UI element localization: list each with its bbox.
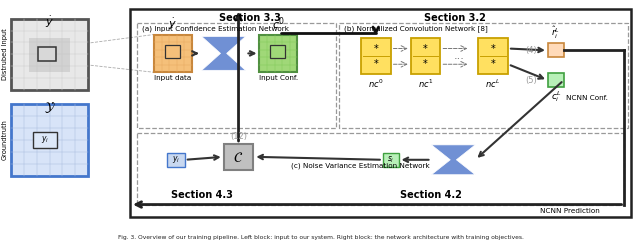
- Text: (12): (12): [230, 132, 247, 141]
- Text: $c^0$: $c^0$: [272, 15, 285, 31]
- Bar: [33, 132, 56, 148]
- Bar: [137, 23, 336, 128]
- Bar: [548, 73, 564, 87]
- Text: Input Conf.: Input Conf.: [259, 75, 298, 81]
- Bar: [259, 34, 297, 72]
- Text: $\mathcal{C}$: $\mathcal{C}$: [234, 151, 244, 165]
- Bar: [339, 23, 628, 128]
- Text: $nc^0$: $nc^0$: [368, 77, 383, 90]
- Text: (4): (4): [525, 46, 537, 55]
- Polygon shape: [202, 36, 246, 70]
- Text: (b) Normalized Convolution Network [8]: (b) Normalized Convolution Network [8]: [344, 26, 488, 32]
- Bar: [411, 38, 440, 74]
- Text: Groundtruth: Groundtruth: [2, 120, 8, 160]
- Text: *: *: [373, 59, 378, 69]
- Bar: [548, 44, 564, 57]
- Bar: [223, 144, 253, 170]
- Polygon shape: [431, 145, 476, 175]
- Text: (c) Noise Variance Estimation Network: (c) Noise Variance Estimation Network: [291, 163, 430, 169]
- Text: NCNN Conf.: NCNN Conf.: [566, 95, 607, 101]
- Text: $y_i$: $y_i$: [40, 134, 49, 145]
- Text: Input data: Input data: [154, 75, 191, 81]
- Bar: [270, 46, 285, 58]
- Text: $\mathcal{Y}$: $\mathcal{Y}$: [44, 100, 55, 115]
- Text: NCNN Prediction: NCNN Prediction: [540, 208, 600, 214]
- Text: $\dot{y}$: $\dot{y}$: [168, 16, 177, 31]
- Text: Section 3.3: Section 3.3: [218, 13, 280, 23]
- Bar: [137, 133, 625, 204]
- Text: Section 4.3: Section 4.3: [171, 190, 233, 200]
- Bar: [165, 46, 180, 58]
- Text: $s_i$: $s_i$: [387, 154, 394, 165]
- Bar: [38, 47, 56, 61]
- Bar: [361, 38, 390, 74]
- Bar: [11, 104, 88, 176]
- Text: $nc^1$: $nc^1$: [418, 77, 433, 90]
- Text: *: *: [423, 44, 428, 53]
- Bar: [11, 19, 88, 90]
- Text: *: *: [491, 44, 495, 53]
- Bar: [29, 38, 70, 72]
- Bar: [154, 34, 192, 72]
- Text: $\dot{y}$: $\dot{y}$: [45, 15, 54, 30]
- Text: (5): (5): [525, 76, 537, 85]
- Text: *: *: [423, 59, 428, 69]
- Bar: [130, 9, 631, 217]
- Text: *: *: [491, 59, 495, 69]
- Bar: [167, 153, 185, 167]
- Text: $\hat{r}_i^L$: $\hat{r}_i^L$: [551, 25, 560, 42]
- Text: Section 3.2: Section 3.2: [424, 13, 486, 23]
- Text: $y_i$: $y_i$: [172, 154, 180, 165]
- Text: Fig. 3. Overview of our training pipeline. Left block: input to our system. Righ: Fig. 3. Overview of our training pipelin…: [118, 235, 524, 240]
- Text: ...: ...: [454, 51, 465, 62]
- Text: $c_i^L$: $c_i^L$: [550, 89, 561, 104]
- Text: *: *: [373, 44, 378, 53]
- Text: (a) Input Confidence Estimation Network: (a) Input Confidence Estimation Network: [142, 26, 289, 32]
- Text: $nc^L$: $nc^L$: [486, 77, 500, 90]
- Text: Distrubed Input: Distrubed Input: [2, 29, 8, 80]
- Text: Section 4.2: Section 4.2: [399, 190, 461, 200]
- Bar: [383, 153, 399, 167]
- Bar: [478, 38, 508, 74]
